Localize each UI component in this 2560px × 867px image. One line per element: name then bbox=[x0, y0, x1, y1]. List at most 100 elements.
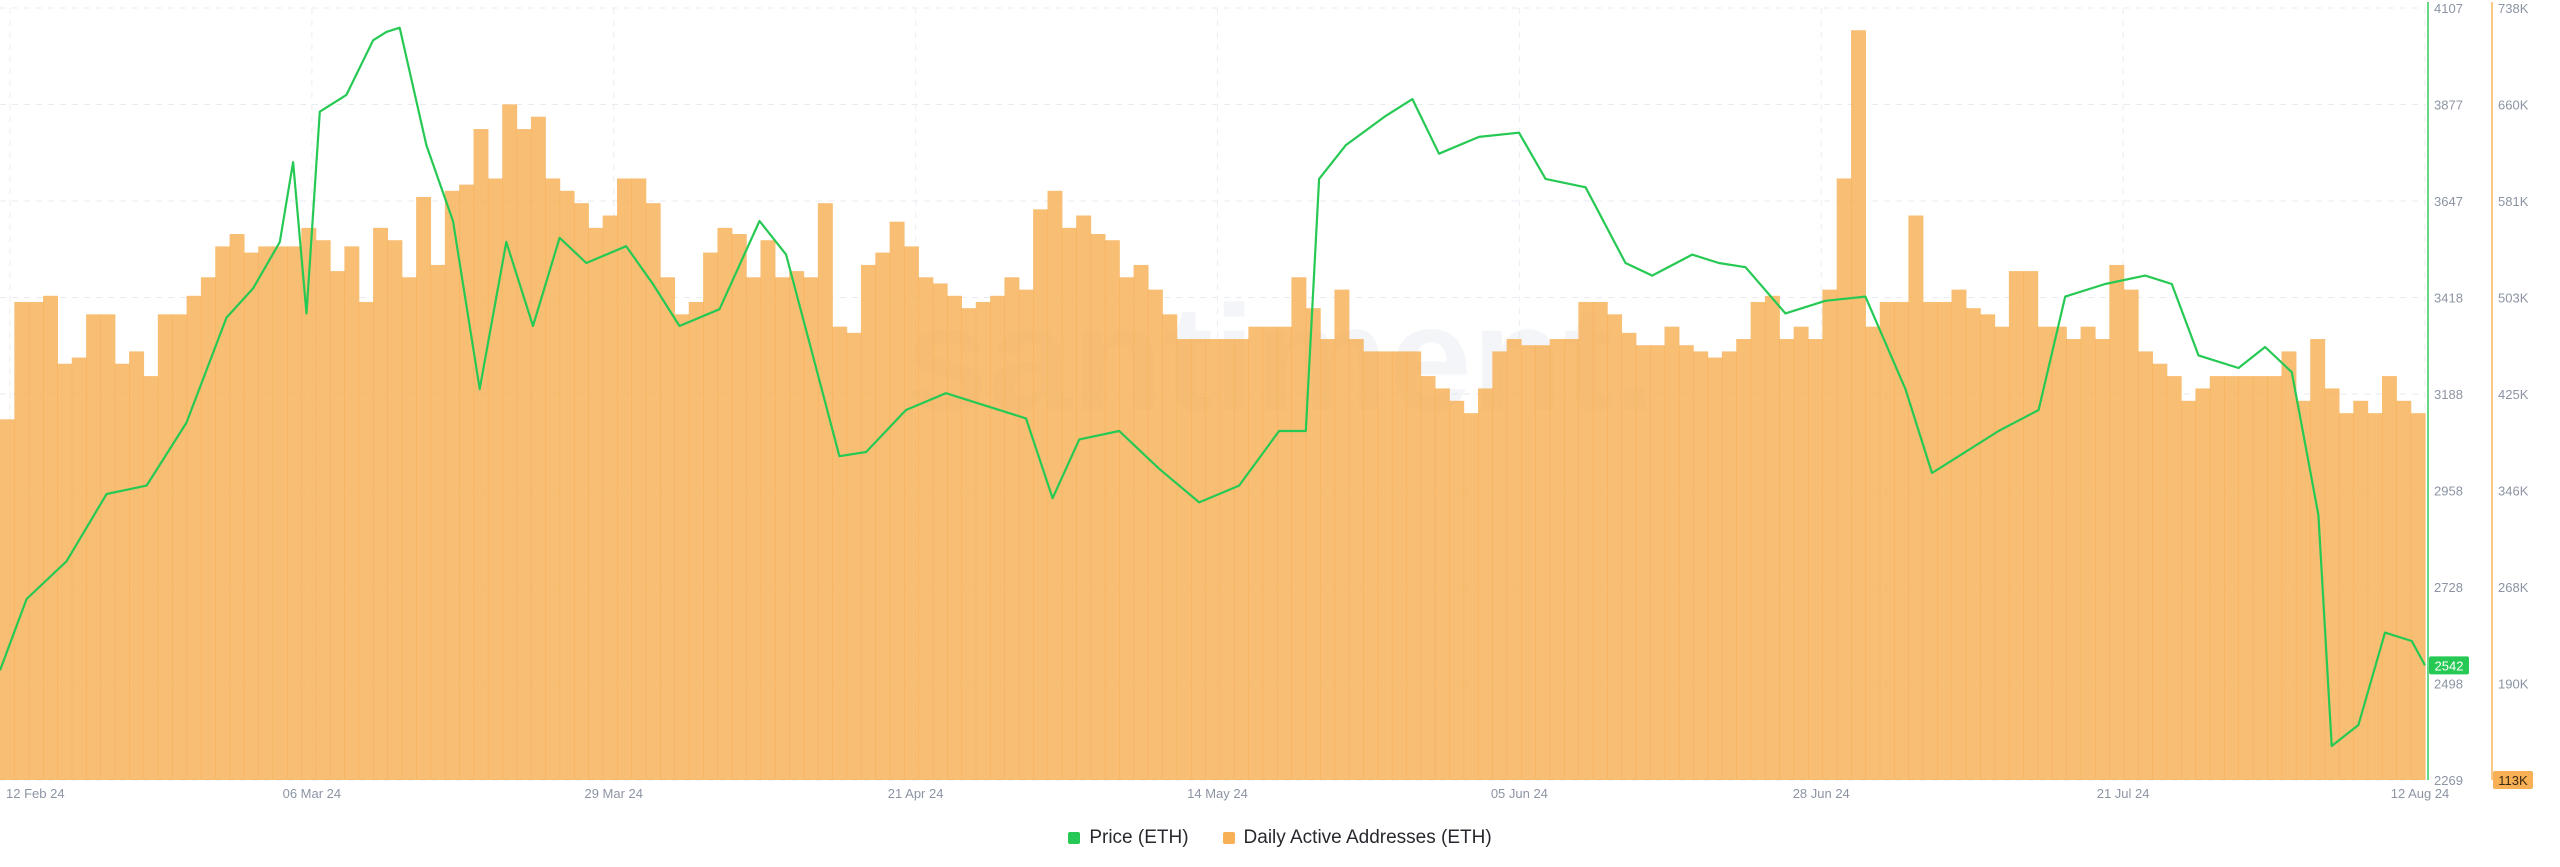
active-addresses-bar bbox=[2195, 388, 2211, 780]
active-addresses-bar bbox=[502, 104, 518, 781]
active-addresses-bar bbox=[1277, 326, 1293, 780]
legend-swatch-addresses bbox=[1222, 832, 1235, 844]
active-addresses-bar bbox=[1033, 209, 1049, 781]
active-addresses-bar bbox=[688, 301, 704, 780]
active-addresses-bar bbox=[1434, 388, 1450, 780]
x-tick-label: 12 Feb 24 bbox=[6, 786, 65, 801]
addresses-tick-label: 268K bbox=[2498, 580, 2529, 595]
active-addresses-bar bbox=[1937, 301, 1953, 780]
active-addresses-bar bbox=[1521, 345, 1536, 780]
active-addresses-bar bbox=[2281, 351, 2297, 780]
active-addresses-bar bbox=[2109, 264, 2125, 780]
active-addresses-bar bbox=[1348, 339, 1364, 780]
active-addresses-bar bbox=[301, 227, 317, 780]
active-addresses-bar bbox=[1549, 339, 1565, 780]
active-addresses-bar bbox=[1320, 339, 1336, 780]
active-addresses-bar bbox=[1449, 400, 1465, 780]
active-addresses-bar bbox=[602, 215, 618, 780]
active-addresses-bar bbox=[2123, 289, 2139, 780]
price-tick-label: 2498 bbox=[2434, 677, 2463, 692]
active-addresses-bar bbox=[1908, 215, 1924, 780]
active-addresses-bar bbox=[918, 277, 934, 780]
active-addresses-bar bbox=[645, 203, 661, 780]
active-addresses-bar bbox=[2152, 363, 2168, 780]
active-addresses-bar bbox=[660, 277, 676, 780]
active-addresses-bar bbox=[0, 419, 15, 780]
active-addresses-bar bbox=[1664, 326, 1680, 780]
active-addresses-bar bbox=[2080, 326, 2096, 780]
active-addresses-bar bbox=[1147, 289, 1163, 780]
addresses-tick-label: 503K bbox=[2498, 291, 2529, 306]
current-price-badge bbox=[2429, 656, 2469, 675]
active-addresses-bar bbox=[1061, 227, 1077, 780]
active-addresses-bar bbox=[344, 246, 360, 780]
active-addresses-bar bbox=[2138, 351, 2153, 780]
x-tick-label: 05 Jun 24 bbox=[1491, 786, 1548, 801]
active-addresses-bar bbox=[746, 277, 762, 780]
active-addresses-bar bbox=[1980, 314, 1996, 780]
active-addresses-bar bbox=[28, 301, 44, 780]
active-addresses-bar bbox=[1004, 277, 1020, 780]
price-tick-label: 3188 bbox=[2434, 387, 2463, 402]
active-addresses-bar bbox=[2023, 271, 2039, 780]
active-addresses-bar bbox=[1707, 357, 1723, 780]
active-addresses-bar bbox=[2051, 326, 2067, 780]
active-addresses-bar bbox=[1994, 326, 2010, 780]
active-addresses-bar bbox=[2381, 376, 2397, 780]
addresses-tick-label: 581K bbox=[2498, 194, 2529, 209]
active-addresses-bar bbox=[200, 277, 216, 780]
active-addresses-bar bbox=[1922, 301, 1938, 780]
price-tick-label: 2269 bbox=[2434, 773, 2463, 788]
active-addresses-bar bbox=[817, 203, 833, 780]
active-addresses-bar bbox=[2410, 413, 2426, 780]
active-addresses-bar bbox=[43, 295, 58, 780]
active-addresses-bar bbox=[143, 376, 159, 780]
active-addresses-bar bbox=[789, 271, 805, 780]
active-addresses-bar bbox=[1764, 295, 1780, 780]
price-tick-label: 3418 bbox=[2434, 291, 2463, 306]
active-addresses-bar bbox=[516, 129, 532, 781]
price-tick-label: 4107 bbox=[2434, 1, 2463, 16]
legend-item-price[interactable]: Price (ETH) bbox=[1068, 827, 1189, 849]
active-addresses-bar bbox=[1119, 277, 1135, 780]
active-addresses-bar bbox=[1176, 339, 1192, 780]
active-addresses-bar bbox=[2209, 376, 2225, 780]
active-addresses-bar bbox=[114, 363, 130, 780]
x-tick-label: 21 Jul 24 bbox=[2097, 786, 2150, 801]
active-addresses-bar bbox=[903, 246, 919, 780]
active-addresses-bar bbox=[473, 129, 489, 781]
active-addresses-bars bbox=[0, 30, 2426, 781]
active-addresses-bar bbox=[430, 264, 446, 780]
active-addresses-bar bbox=[703, 252, 719, 780]
active-addresses-bar bbox=[1592, 301, 1608, 780]
active-addresses-bar bbox=[846, 332, 862, 780]
active-addresses-bar bbox=[832, 326, 848, 780]
active-addresses-bar bbox=[1750, 301, 1766, 780]
active-addresses-bar bbox=[387, 240, 403, 781]
active-addresses-bar bbox=[1492, 351, 1508, 780]
active-addresses-bar bbox=[2008, 271, 2024, 780]
active-addresses-bar bbox=[1635, 345, 1651, 780]
active-addresses-bar bbox=[1104, 240, 1120, 781]
active-addresses-bar bbox=[774, 277, 790, 780]
active-addresses-bar bbox=[2238, 376, 2254, 780]
active-addresses-bar bbox=[2224, 376, 2240, 780]
x-tick-label: 14 May 24 bbox=[1187, 786, 1248, 801]
addresses-tick-label: 425K bbox=[2498, 387, 2529, 402]
active-addresses-bar bbox=[1018, 289, 1034, 780]
active-addresses-bar bbox=[1506, 339, 1522, 780]
active-addresses-bar bbox=[674, 314, 690, 780]
active-addresses-bar bbox=[1248, 326, 1264, 780]
active-addresses-bar bbox=[2324, 388, 2340, 780]
current-price-label: 2542 bbox=[2435, 658, 2464, 673]
active-addresses-bar bbox=[243, 252, 259, 780]
active-addresses-bar bbox=[1951, 289, 1967, 780]
active-addresses-bar bbox=[588, 227, 604, 780]
active-addresses-bar bbox=[1305, 308, 1321, 780]
active-addresses-bar bbox=[100, 314, 116, 780]
legend-item-addresses[interactable]: Daily Active Addresses (ETH) bbox=[1222, 827, 1492, 849]
price-tick-label: 2958 bbox=[2434, 484, 2463, 499]
active-addresses-bar bbox=[2367, 413, 2383, 780]
active-addresses-bar bbox=[315, 240, 331, 781]
